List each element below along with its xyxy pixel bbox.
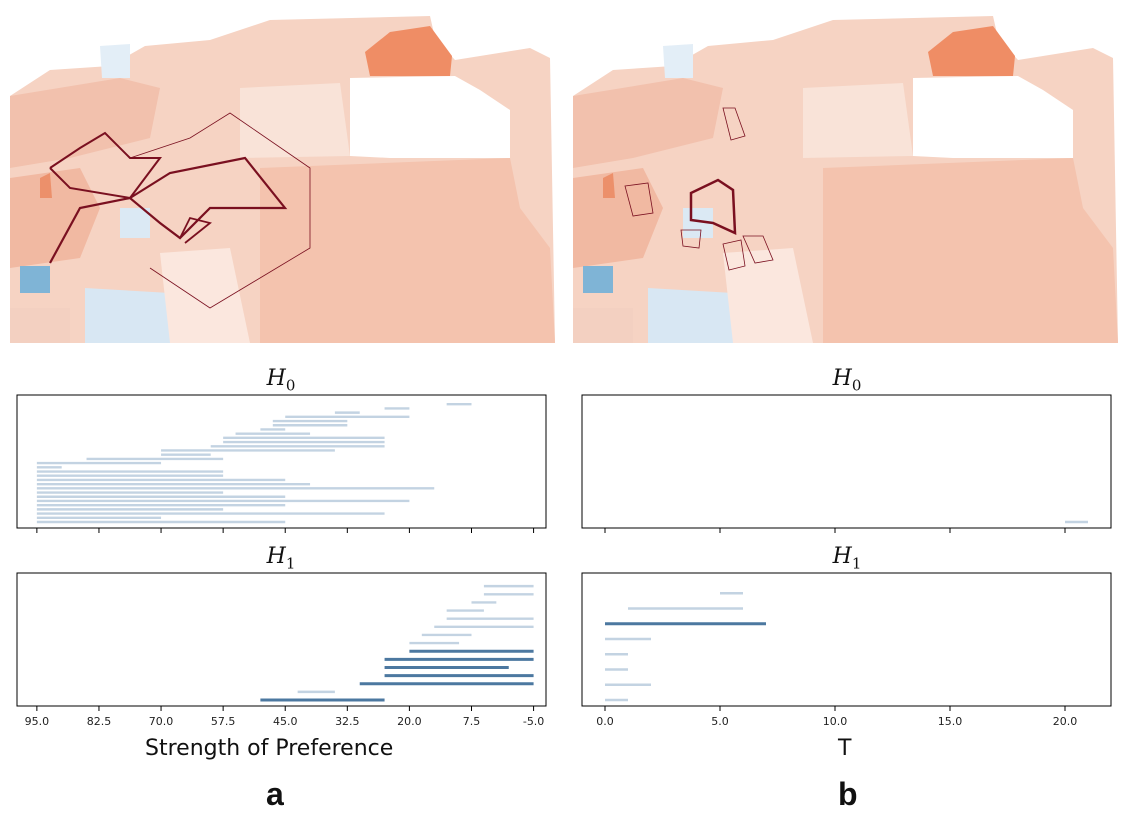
plot-frame — [581, 572, 1112, 707]
x-tick-label: 95.0 — [25, 715, 50, 728]
xlabel-a: Strength of Preference — [145, 736, 394, 761]
persistent-cycles-a — [49, 112, 311, 309]
x-tick-label: 15.0 — [938, 715, 963, 728]
choropleth-map-b — [573, 16, 1118, 343]
panel-label-b: b — [838, 776, 858, 812]
title-a-h1: H1 — [266, 544, 296, 573]
barcode-a-H1: 95.0 82.5 70.0 57.5 45.0 32.5 20.0 7.5 -5.0 — [16, 572, 547, 728]
x-tick-label: 57.5 — [211, 715, 236, 728]
xlabel-b: T — [838, 736, 852, 761]
title-b-h0: H0 — [832, 366, 862, 395]
x-tick-label: 20.0 — [397, 715, 422, 728]
x-tick-label: 5.0 — [711, 715, 729, 728]
barcode-a-H0 — [16, 394, 547, 533]
plot-frame — [16, 394, 547, 529]
x-tick-label: 70.0 — [149, 715, 174, 728]
plot-frame — [16, 572, 547, 707]
x-tick-label: 45.0 — [273, 715, 298, 728]
x-tick-label: 0.0 — [596, 715, 614, 728]
barcode-b-H0 — [581, 394, 1112, 533]
x-tick-label: 10.0 — [823, 715, 848, 728]
panel-label-a: a — [266, 776, 284, 812]
x-tick-label: 20.0 — [1053, 715, 1078, 728]
map-panel-b — [573, 8, 1118, 343]
title-b-h1: H1 — [832, 544, 862, 573]
x-tick-label: 7.5 — [463, 715, 481, 728]
barcode-b-H1: 0.0 5.0 10.0 15.0 20.0 — [581, 572, 1112, 728]
plot-frame — [581, 394, 1112, 529]
persistent-cycles-b — [624, 107, 774, 271]
map-regions — [573, 16, 1118, 343]
map-panel-a — [10, 8, 555, 343]
x-tick-label: 32.5 — [335, 715, 360, 728]
x-tick-label: 82.5 — [87, 715, 112, 728]
x-tick-label: -5.0 — [523, 715, 544, 728]
map-regions — [10, 16, 555, 343]
choropleth-map-a — [10, 16, 555, 343]
title-a-h0: H0 — [266, 366, 296, 395]
